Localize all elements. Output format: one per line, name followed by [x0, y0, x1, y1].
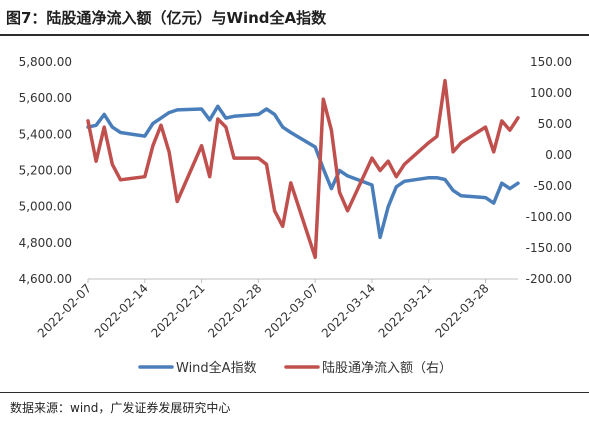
x-axis-tick-label: 2022-02-07	[35, 281, 94, 340]
x-axis-tick-label: 2022-03-28	[432, 281, 491, 340]
left-axis-tick-label: 5,600.00	[19, 91, 72, 105]
dual-axis-line-chart: 4,600.00 4,800.00 5,000.00 5,200.00 5,400.00…	[19, 55, 572, 376]
right-axis-tick-label: 50.00	[538, 117, 572, 131]
legend-label: 陆股通净流入额（右）	[322, 360, 452, 376]
source-divider	[0, 392, 589, 393]
x-axis-tick-label: 2022-03-07	[262, 281, 321, 340]
left-axis-tick-label: 4,600.00	[19, 272, 72, 286]
right-axis-tick-label: 100.00	[530, 86, 572, 100]
wind-index-line	[86, 104, 520, 240]
title-divider	[0, 34, 589, 36]
x-axis-tick-label: 2022-03-14	[319, 281, 378, 340]
chart-title: 图7：陆股通净流入额（亿元）与Wind全A指数	[6, 9, 327, 27]
right-axis-tick-label: -50.00	[533, 179, 572, 193]
legend-label: Wind全A指数	[176, 360, 257, 376]
right-axis-tick-label: -100.00	[526, 210, 572, 224]
x-axis-tick-label: 2022-02-14	[92, 281, 151, 340]
right-axis-tick-label: 150.00	[530, 55, 572, 69]
left-axis-tick-label: 5,000.00	[19, 200, 72, 214]
left-axis-tick-label: 5,800.00	[19, 55, 72, 69]
x-axis-tick-label: 2022-02-21	[148, 281, 207, 340]
northbound-inflow-line	[86, 78, 520, 260]
left-axis-tick-label: 4,800.00	[19, 236, 72, 250]
right-axis-tick-label: -150.00	[526, 241, 572, 255]
x-axis-tick-label: 2022-03-21	[376, 281, 435, 340]
left-axis-tick-label: 5,400.00	[19, 127, 72, 141]
left-axis-tick-label: 5,200.00	[19, 164, 72, 178]
right-axis-tick-label: -200.00	[526, 272, 572, 286]
x-axis-tick-label: 2022-02-28	[205, 281, 264, 340]
right-axis-tick-label: 0.00	[545, 148, 572, 162]
data-source-note: 数据来源：wind，广发证券发展研究中心	[10, 401, 231, 415]
